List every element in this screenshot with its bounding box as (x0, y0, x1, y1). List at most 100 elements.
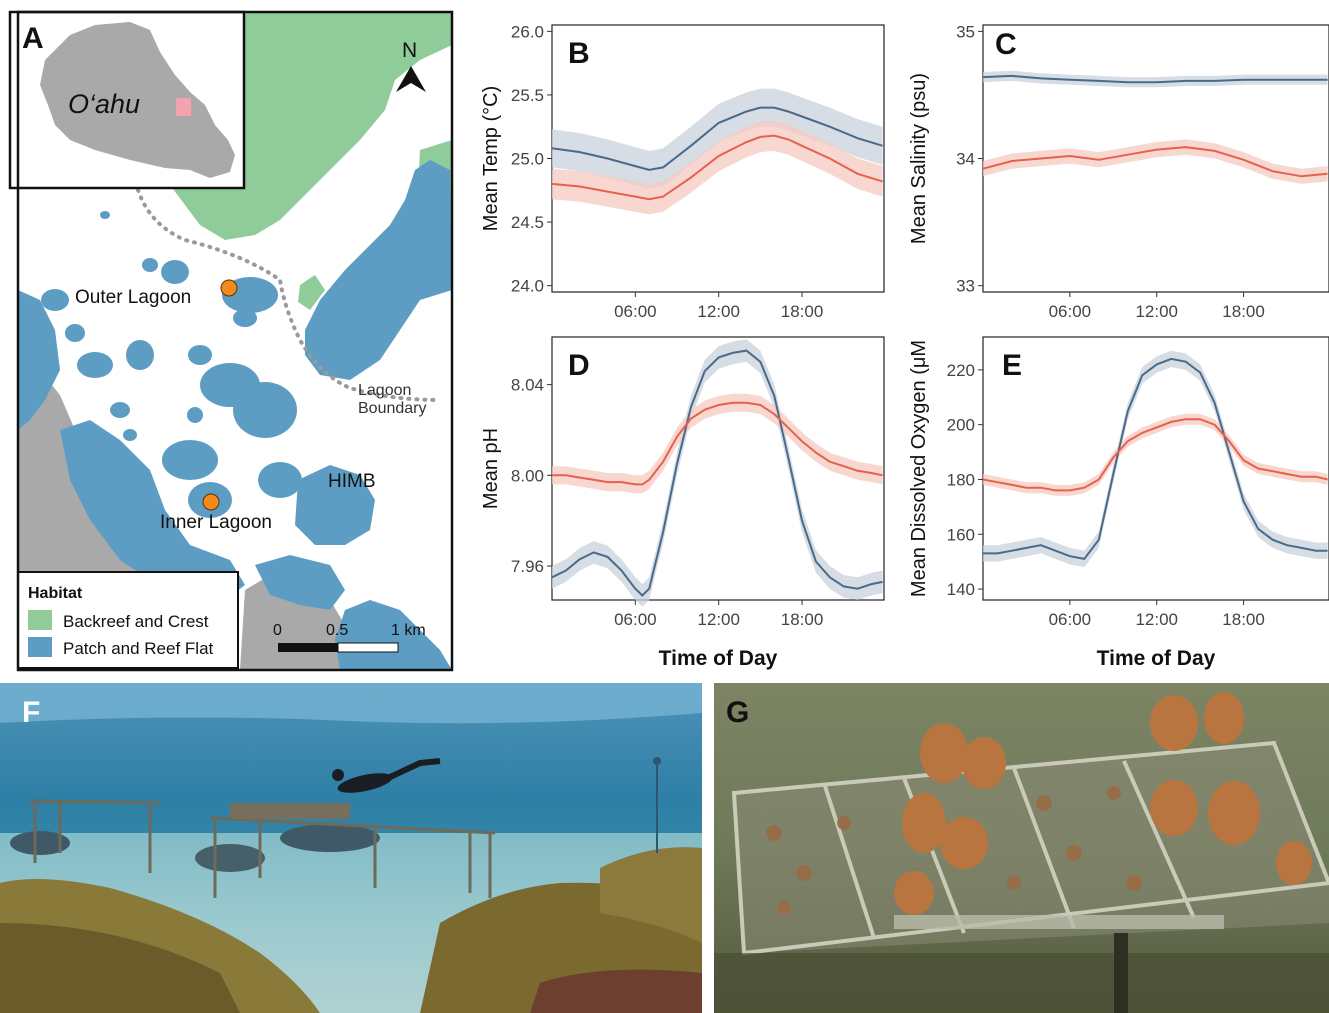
outer-lagoon-series-line (551, 349, 883, 597)
y-tick-label: 180 (947, 470, 975, 489)
patch-reef (162, 440, 218, 480)
legend-swatch-backreef (28, 610, 52, 630)
y-axis-label: Mean pH (480, 428, 502, 509)
x-tick-label: 12:00 (697, 302, 740, 321)
nursery-table (29, 799, 496, 898)
lagoon-boundary-label: Boundary (358, 400, 427, 417)
panel-c-salinity-chart: 33 34 35 06:00 12:00 18:00 Mean Salinity (psu)… (908, 22, 1329, 321)
inner-lagoon-series-line (552, 401, 883, 486)
inset-island-label: O‘ahu (68, 89, 140, 119)
inner-lagoon-confidence-band (552, 393, 883, 494)
coral-mound (195, 844, 265, 872)
panel-letter-a: A (22, 22, 44, 55)
map-panel: Outer Lagoon Inner Lagoon HIMB Lagoon Bo… (8, 10, 454, 672)
reef-south-inner (255, 555, 345, 610)
scale-label-0: 0 (273, 622, 282, 639)
panel-letter-f: F (22, 696, 41, 729)
reef-west (18, 290, 60, 430)
scale-bar (278, 643, 338, 652)
x-tick-label: 12:00 (697, 610, 740, 629)
outer-lagoon-confidence-band (983, 70, 1328, 88)
outer-lagoon-label: Outer Lagoon (75, 287, 191, 308)
lagoon-boundary-line (136, 188, 442, 402)
chart-panels: 24.0 24.5 25.0 25.5 26.0 06:00 12:00 18:00 Mean … (480, 22, 1329, 670)
panel-e-oxygen-chart: 140 160 180 200 220 06:00 12:00 18:00 Mean Disso… (908, 336, 1329, 670)
x-tick-label: 18:00 (781, 302, 824, 321)
patch-reef (126, 340, 154, 370)
patch-reef (123, 429, 137, 441)
y-tick-label: 33 (956, 277, 975, 296)
inner-lagoon-series-line (982, 146, 1328, 178)
north-label: N (402, 39, 417, 62)
coral-fragments-small (766, 786, 1142, 915)
y-tick-label: 7.96 (511, 557, 544, 576)
legend-swatch-patch (28, 637, 52, 657)
backreef-islet (298, 275, 325, 310)
x-tick-label: 12:00 (1135, 610, 1178, 629)
photo-f-nursery-snorkeler (0, 683, 702, 1013)
scale-label-1km: 1 km (391, 622, 426, 639)
outer-lagoon-series-line (551, 106, 883, 171)
panel-letter-c: C (995, 28, 1017, 61)
inner-lagoon-confidence-band (983, 139, 1328, 184)
inset-site-marker (176, 98, 191, 116)
outer-lagoon-series-line (982, 74, 1328, 84)
snorkeler-figure (332, 758, 441, 793)
y-tick-label: 8.04 (511, 376, 544, 395)
x-tick-label: 18:00 (1222, 302, 1265, 321)
panel-letter-d: D (568, 349, 590, 382)
y-tick-label: 25.5 (511, 86, 544, 105)
y-tick-label: 220 (947, 361, 975, 380)
inner-lagoon-label: Inner Lagoon (160, 512, 272, 533)
panel-letter-e: E (1002, 349, 1022, 382)
outer-lagoon-confidence-band (552, 88, 883, 189)
outer-lagoon-site-marker (220, 279, 238, 297)
scale-bar (337, 642, 399, 653)
coral-mound (530, 969, 702, 1013)
y-tick-label: 34 (956, 150, 975, 169)
y-axis-label: Mean Temp (°C) (480, 86, 502, 231)
x-tick-label: 06:00 (614, 610, 657, 629)
x-axis-label: Time of Day (659, 647, 778, 670)
x-tick-label: 18:00 (1222, 610, 1265, 629)
lagoon-boundary-label: Lagoon (358, 382, 411, 399)
x-tick-label: 06:00 (1049, 302, 1092, 321)
patch-reef (41, 289, 69, 311)
patch-reef (77, 352, 113, 378)
oahu-inset-island (40, 22, 235, 178)
patch-reef (187, 407, 203, 423)
coral-mound (280, 824, 380, 852)
y-axis-label: Mean Dissolved Oxygen (μM (908, 340, 930, 597)
himb-label: HIMB (328, 471, 376, 492)
x-axis-label: Time of Day (1097, 647, 1216, 670)
y-axis-label: Mean Salinity (psu) (908, 73, 930, 244)
y-tick-label: 25.0 (511, 150, 544, 169)
panel-b-temperature-chart: 24.0 24.5 25.0 25.5 26.0 06:00 12:00 18:00 Mean … (480, 22, 885, 321)
coral-mound (600, 847, 702, 943)
scale-label-05: 0.5 (326, 622, 348, 639)
patch-reef (100, 211, 110, 219)
habitat-legend (17, 571, 239, 669)
north-arrow-icon (396, 66, 426, 92)
x-tick-label: 06:00 (1049, 610, 1092, 629)
reef-southwest (60, 420, 245, 600)
legend-label-backreef: Backreef and Crest (63, 612, 209, 631)
x-tick-label: 18:00 (781, 610, 824, 629)
patch-reef (233, 382, 297, 438)
y-tick-label: 24.0 (511, 277, 544, 296)
patch-reef (233, 309, 257, 327)
coral-mound (10, 831, 70, 855)
outer-lagoon-confidence-band (552, 339, 883, 607)
patch-reef (161, 260, 189, 284)
inner-lagoon-series-line (551, 134, 883, 201)
panel-letter-b: B (568, 37, 590, 70)
y-tick-label: 200 (947, 416, 975, 435)
inner-lagoon-confidence-band (983, 413, 1328, 496)
nursery-coral-rack (230, 803, 350, 819)
inner-lagoon-series-line (982, 418, 1328, 492)
y-tick-label: 26.0 (511, 22, 544, 41)
panel-letter-g: G (726, 696, 750, 729)
legend-label-patch: Patch and Reef Flat (63, 639, 214, 658)
legend-title: Habitat (28, 585, 83, 602)
y-tick-label: 160 (947, 525, 975, 544)
